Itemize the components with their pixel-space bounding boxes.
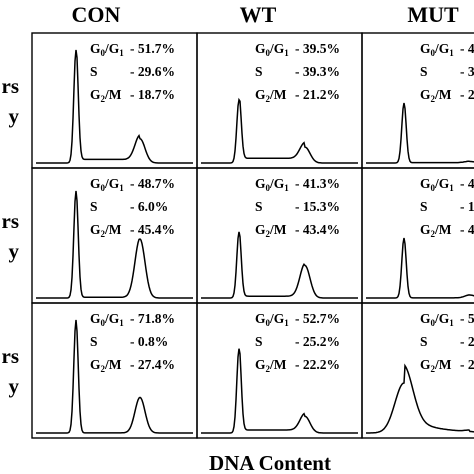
stat-value-r0-c2-0: - 4: [460, 41, 474, 56]
stat-label-r2-c1-1: S: [255, 334, 263, 349]
stat-value-r0-c0-0: - 51.7%: [130, 41, 175, 56]
row-label-0-line-1: y: [9, 104, 20, 128]
histogram-curve-r1-c0: [36, 190, 193, 299]
stat-label-r2-c0-0: G0/G1: [90, 311, 124, 328]
stat-label-r0-c0-2: G2/M: [90, 87, 122, 104]
histogram-curve-r1-c1: [201, 231, 358, 299]
stat-label-r0-c2-1: S: [420, 64, 428, 79]
stat-value-r1-c0-1: - 6.0%: [130, 199, 168, 214]
stat-label-r0-c0-0: G0/G1: [90, 41, 124, 58]
stat-label-r1-c0-2: G2/M: [90, 222, 122, 239]
row-label-2-line-1: y: [9, 374, 20, 398]
stat-label-r2-c1-2: G2/M: [255, 357, 287, 374]
row-label-1-line-0: rs: [2, 209, 20, 233]
stat-label-r0-c2-2: G2/M: [420, 87, 452, 104]
stat-value-r2-c1-0: - 52.7%: [295, 311, 340, 326]
stat-value-r1-c2-1: - 1: [460, 199, 474, 214]
histogram-curve-r2-c0: [36, 319, 193, 434]
histogram-curve-r2-c2: [366, 363, 474, 434]
stat-label-r1-c2-1: S: [420, 199, 428, 214]
stat-value-r1-c0-0: - 48.7%: [130, 176, 175, 191]
stat-value-r2-c2-0: - 5: [460, 311, 474, 326]
stat-value-r0-c2-2: - 2: [460, 87, 474, 102]
stat-value-r2-c0-1: - 0.8%: [130, 334, 168, 349]
stat-label-r0-c1-2: G2/M: [255, 87, 287, 104]
stat-value-r1-c1-0: - 41.3%: [295, 176, 340, 191]
histogram-curve-r0-c0: [36, 49, 193, 164]
histogram-curve-r0-c1: [201, 97, 358, 164]
histogram-curve-r2-c1: [201, 348, 358, 434]
stat-label-r2-c1-0: G0/G1: [255, 311, 289, 328]
stat-label-r0-c0-1: S: [90, 64, 98, 79]
stat-label-r0-c2-0: G0/G1: [420, 41, 454, 58]
stat-value-r2-c2-2: - 2: [460, 357, 474, 372]
stat-value-r0-c2-1: - 3: [460, 64, 474, 79]
histogram-curve-r1-c2: [366, 237, 474, 299]
row-label-0-line-0: rs: [2, 74, 20, 98]
stat-value-r0-c1-2: - 21.2%: [295, 87, 340, 102]
stat-label-r2-c0-2: G2/M: [90, 357, 122, 374]
column-header-wt: WT: [240, 2, 277, 27]
panel-frame-r0-c2: [361, 32, 474, 169]
stat-value-r2-c1-1: - 25.2%: [295, 334, 340, 349]
panel-frame-r2-c2: [361, 302, 474, 439]
stat-label-r2-c2-0: G0/G1: [420, 311, 454, 328]
stat-value-r1-c2-2: - 4: [460, 222, 474, 237]
stat-value-r1-c1-2: - 43.4%: [295, 222, 340, 237]
stat-label-r1-c0-0: G0/G1: [90, 176, 124, 193]
x-axis-label: DNA Content: [209, 451, 331, 474]
stat-label-r1-c2-2: G2/M: [420, 222, 452, 239]
stat-value-r2-c2-1: - 2: [460, 334, 474, 349]
stat-label-r0-c1-0: G0/G1: [255, 41, 289, 58]
stat-value-r0-c0-1: - 29.6%: [130, 64, 175, 79]
stat-value-r0-c1-0: - 39.5%: [295, 41, 340, 56]
stat-value-r2-c0-2: - 27.4%: [130, 357, 175, 372]
stat-label-r1-c0-1: S: [90, 199, 98, 214]
stat-value-r2-c0-0: - 71.8%: [130, 311, 175, 326]
stat-value-r1-c0-2: - 45.4%: [130, 222, 175, 237]
stat-label-r1-c1-0: G0/G1: [255, 176, 289, 193]
stat-value-r0-c1-1: - 39.3%: [295, 64, 340, 79]
row-label-2-line-0: rs: [2, 344, 20, 368]
stat-value-r1-c2-0: - 4: [460, 176, 474, 191]
panel-frame-r1-c2: [361, 167, 474, 304]
stat-label-r1-c1-1: S: [255, 199, 263, 214]
stat-label-r2-c2-2: G2/M: [420, 357, 452, 374]
stat-value-r1-c1-1: - 15.3%: [295, 199, 340, 214]
stat-label-r0-c1-1: S: [255, 64, 263, 79]
stat-label-r1-c2-0: G0/G1: [420, 176, 454, 193]
histogram-curve-r0-c2: [366, 102, 474, 164]
stat-label-r1-c1-2: G2/M: [255, 222, 287, 239]
stat-value-r0-c0-2: - 18.7%: [130, 87, 175, 102]
stat-label-r2-c2-1: S: [420, 334, 428, 349]
column-header-mut: MUT: [407, 2, 459, 27]
row-label-1-line-1: y: [9, 239, 20, 263]
stat-value-r2-c1-2: - 22.2%: [295, 357, 340, 372]
stat-label-r2-c0-1: S: [90, 334, 98, 349]
column-header-con: CON: [72, 2, 121, 27]
